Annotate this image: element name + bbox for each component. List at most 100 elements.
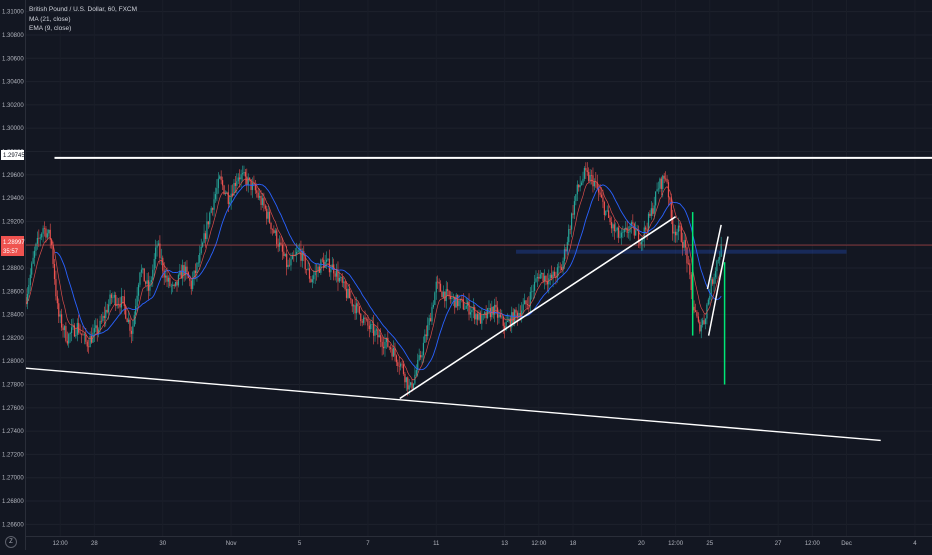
candle-body: [304, 255, 306, 270]
candle-body: [538, 276, 540, 279]
candle-body: [338, 277, 340, 282]
candle-body: [598, 188, 600, 193]
candle-body: [115, 294, 117, 306]
candle-body: [130, 330, 133, 334]
candle-body: [271, 229, 274, 230]
candle-body: [683, 240, 685, 248]
candle-body: [700, 324, 702, 332]
candle-body: [618, 227, 620, 238]
candle-body: [209, 212, 211, 225]
candle-body: [70, 327, 73, 334]
candle-body: [85, 334, 87, 342]
candle-body: [106, 309, 108, 313]
candle-body: [428, 318, 430, 326]
candle-body: [546, 281, 548, 285]
candle-body: [58, 303, 60, 317]
candle-body: [367, 319, 369, 326]
drawings[interactable]: [25, 156, 932, 442]
candle-body: [323, 259, 325, 268]
candle-body: [609, 217, 611, 223]
candle-body: [78, 322, 80, 333]
candle-body: [539, 274, 541, 279]
y-tick-label: 1.29600: [2, 173, 24, 179]
x-tick-label: 20: [638, 541, 645, 547]
x-tick-label: 28: [91, 541, 98, 547]
candle-body: [586, 170, 588, 172]
y-tick-label: 1.27800: [2, 383, 24, 389]
candle-body: [637, 229, 640, 243]
candle-body: [43, 228, 46, 229]
candle-body: [505, 321, 507, 331]
candle-body: [602, 197, 604, 202]
candle-body: [246, 176, 248, 186]
candle-body: [714, 271, 717, 278]
y-tick-label: 1.27000: [2, 476, 24, 482]
candle-body: [625, 227, 627, 230]
candle-body: [606, 210, 608, 212]
candle-body: [471, 310, 473, 313]
candle-body: [173, 284, 175, 287]
candle-body: [702, 320, 704, 325]
candle-body: [266, 208, 268, 219]
candle-body: [669, 197, 671, 200]
candle-body: [429, 318, 432, 322]
candle-body: [120, 296, 123, 308]
candle-body: [432, 304, 435, 308]
candle-body: [382, 346, 385, 349]
candle-body: [343, 281, 345, 283]
candle-body: [296, 252, 298, 255]
candle-body: [35, 243, 37, 251]
candle-body: [45, 228, 47, 238]
x-tick-label: Nov: [226, 541, 237, 547]
candle-body: [422, 342, 425, 356]
y-tick-label: 1.28200: [2, 336, 24, 342]
grid: [26, 0, 932, 536]
candle-body: [53, 263, 56, 280]
candle-body: [615, 230, 617, 232]
candle-body: [163, 270, 165, 278]
candle-body: [166, 275, 168, 282]
candle-body: [150, 280, 152, 283]
candle-body: [287, 264, 289, 268]
candle-body: [659, 178, 661, 189]
candle-body: [515, 309, 517, 313]
candle-body: [672, 218, 674, 234]
candle-body: [145, 281, 147, 284]
candle-body: [498, 314, 500, 318]
candle-body: [655, 191, 657, 206]
candle-body: [125, 306, 127, 319]
candle-body: [239, 177, 241, 180]
y-tick-label: 1.29400: [2, 196, 24, 202]
candle-body: [633, 223, 635, 236]
candle-body: [696, 311, 698, 317]
candle-body: [613, 224, 615, 232]
candle-body: [330, 269, 332, 273]
tradingview-logo-icon[interactable]: Z: [5, 536, 17, 548]
candle-body: [280, 242, 282, 245]
candle-body: [657, 188, 660, 190]
candle-body: [662, 175, 664, 190]
candle-body: [89, 336, 91, 348]
candle-body: [29, 274, 31, 285]
candle-body: [627, 232, 630, 233]
candle-body: [240, 174, 242, 180]
candle-body: [619, 237, 621, 238]
candle-body: [348, 288, 350, 299]
candle-body: [149, 282, 151, 291]
candle-body: [677, 225, 680, 232]
y-tick-label: 1.26600: [2, 522, 24, 528]
candle-body: [56, 296, 58, 304]
candle-body: [321, 259, 323, 261]
candle-body: [455, 294, 457, 308]
candle-body: [712, 279, 714, 284]
candle-body: [194, 270, 197, 274]
candle-body: [100, 320, 103, 322]
x-tick-label: 11: [433, 541, 440, 547]
candle-body: [434, 292, 436, 305]
candle-body: [267, 211, 269, 219]
candle-body: [575, 194, 577, 202]
x-tick-label: 30: [159, 541, 166, 547]
candle-body: [32, 257, 34, 264]
